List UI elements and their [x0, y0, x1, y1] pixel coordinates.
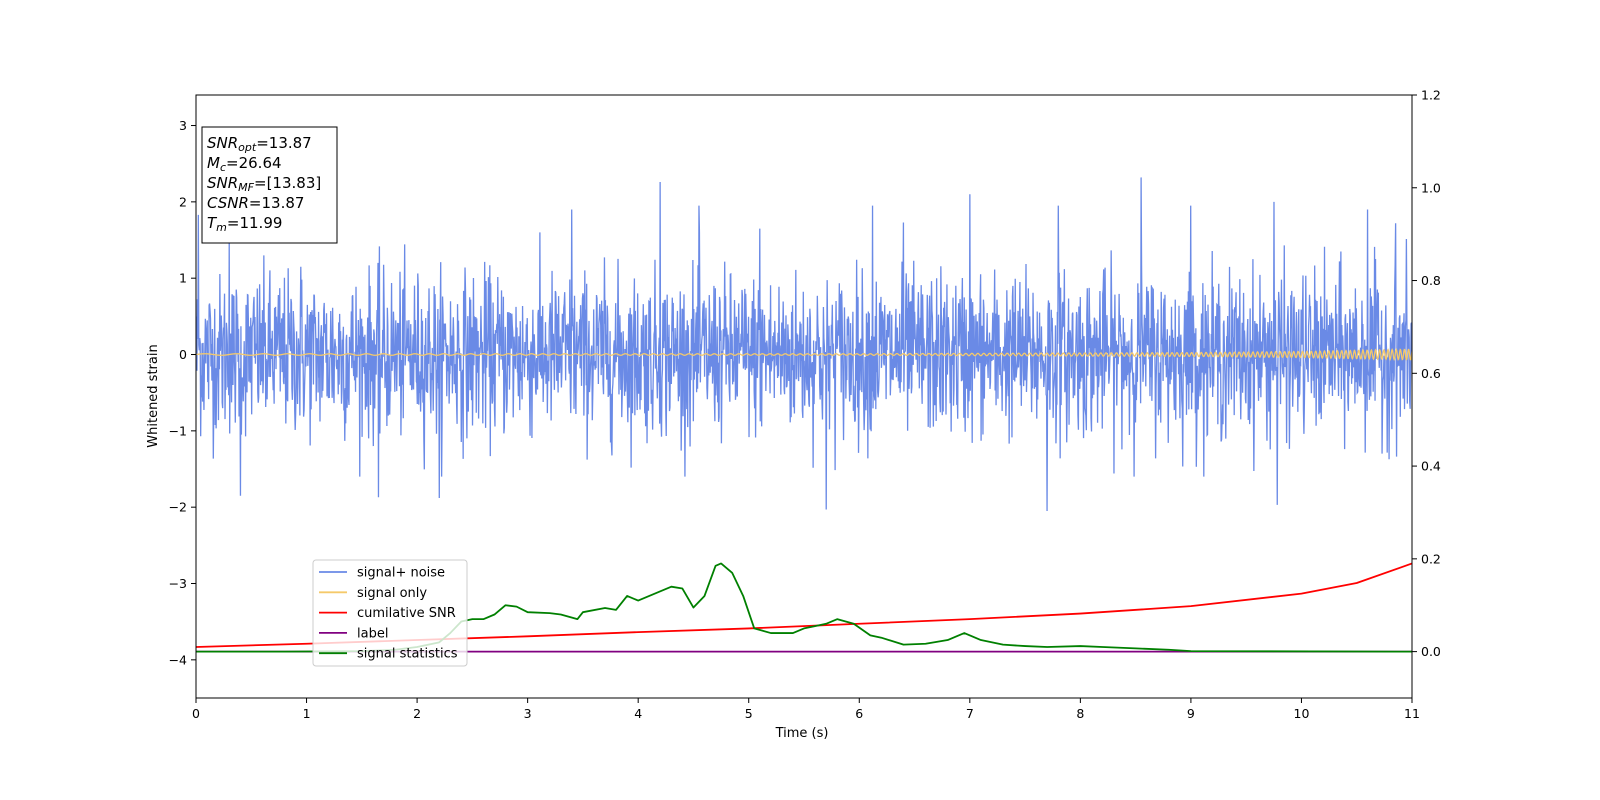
legend-entry: label — [357, 626, 388, 641]
y2-tick-label: 1.0 — [1421, 180, 1441, 195]
y-axis-label: Whitened strain — [146, 344, 161, 447]
info-box-line: Tm=11.99 — [207, 214, 282, 234]
x-axis-ticks: 0 1 2 3 4 5 6 7 8 9 10 11 — [192, 698, 1420, 721]
x-tick-label: 6 — [855, 706, 863, 721]
y-tick-label: −1 — [169, 423, 187, 438]
legend-entry: signal only — [357, 586, 427, 601]
y-tick-label: −2 — [169, 500, 187, 515]
y-tick-label: −4 — [169, 652, 187, 667]
info-box-frame — [201, 126, 338, 244]
x-tick-label: 11 — [1404, 706, 1420, 721]
y-tick-label: 1 — [179, 271, 187, 286]
y-tick-label: 0 — [179, 347, 187, 362]
y2-tick-label: 0.0 — [1421, 644, 1441, 659]
info-box-line: Mc=26.64 — [207, 154, 282, 174]
x-tick-label: 3 — [524, 706, 532, 721]
y2-tick-label: 0.6 — [1421, 366, 1441, 381]
y2-tick-label: 0.8 — [1421, 273, 1441, 288]
plot-frame — [195, 94, 1413, 699]
y-axis-ticks: −4 −3 −2 −1 0 1 2 3 — [169, 118, 196, 667]
x-tick-label: 9 — [1187, 706, 1195, 721]
info-box: SNRopt=13.87Mc=26.64SNRMF=[13.83]CSNR=13… — [201, 126, 338, 244]
x-tick-label: 8 — [1076, 706, 1084, 721]
y-tick-label: 3 — [179, 118, 187, 133]
x-axis-label: Time (s) — [775, 726, 829, 741]
series-signal-only — [196, 347, 1412, 362]
x-tick-label: 5 — [745, 706, 753, 721]
series-signal-noise — [196, 177, 1412, 511]
legend-entry: cumilative SNR — [357, 606, 456, 621]
x-tick-label: 2 — [413, 706, 421, 721]
y-tick-label: 2 — [179, 194, 187, 209]
legend-frame — [312, 559, 468, 667]
info-box-line: SNRMF=[13.83] — [207, 174, 321, 194]
x-tick-label: 4 — [634, 706, 642, 721]
y2-tick-label: 1.2 — [1421, 88, 1441, 103]
x-tick-label: 10 — [1294, 706, 1310, 721]
y2-axis-ticks: 0.0 0.2 0.4 0.6 0.8 1.0 1.2 — [1412, 88, 1441, 659]
series-signal-statistics — [196, 562, 1412, 653]
legend: signal+ noise signal only cumilative SNR la… — [312, 559, 468, 667]
x-tick-label: 0 — [192, 706, 200, 721]
y2-tick-label: 0.2 — [1421, 551, 1441, 566]
legend-entry: signal statistics — [357, 647, 458, 662]
x-tick-label: 1 — [303, 706, 311, 721]
legend-entry: signal+ noise — [357, 566, 445, 581]
info-box-line: CSNR=13.87 — [207, 194, 304, 212]
y2-tick-label: 0.4 — [1421, 459, 1441, 474]
y-tick-label: −3 — [169, 576, 187, 591]
x-tick-label: 7 — [966, 706, 974, 721]
info-box-line: SNRopt=13.87 — [207, 134, 312, 154]
